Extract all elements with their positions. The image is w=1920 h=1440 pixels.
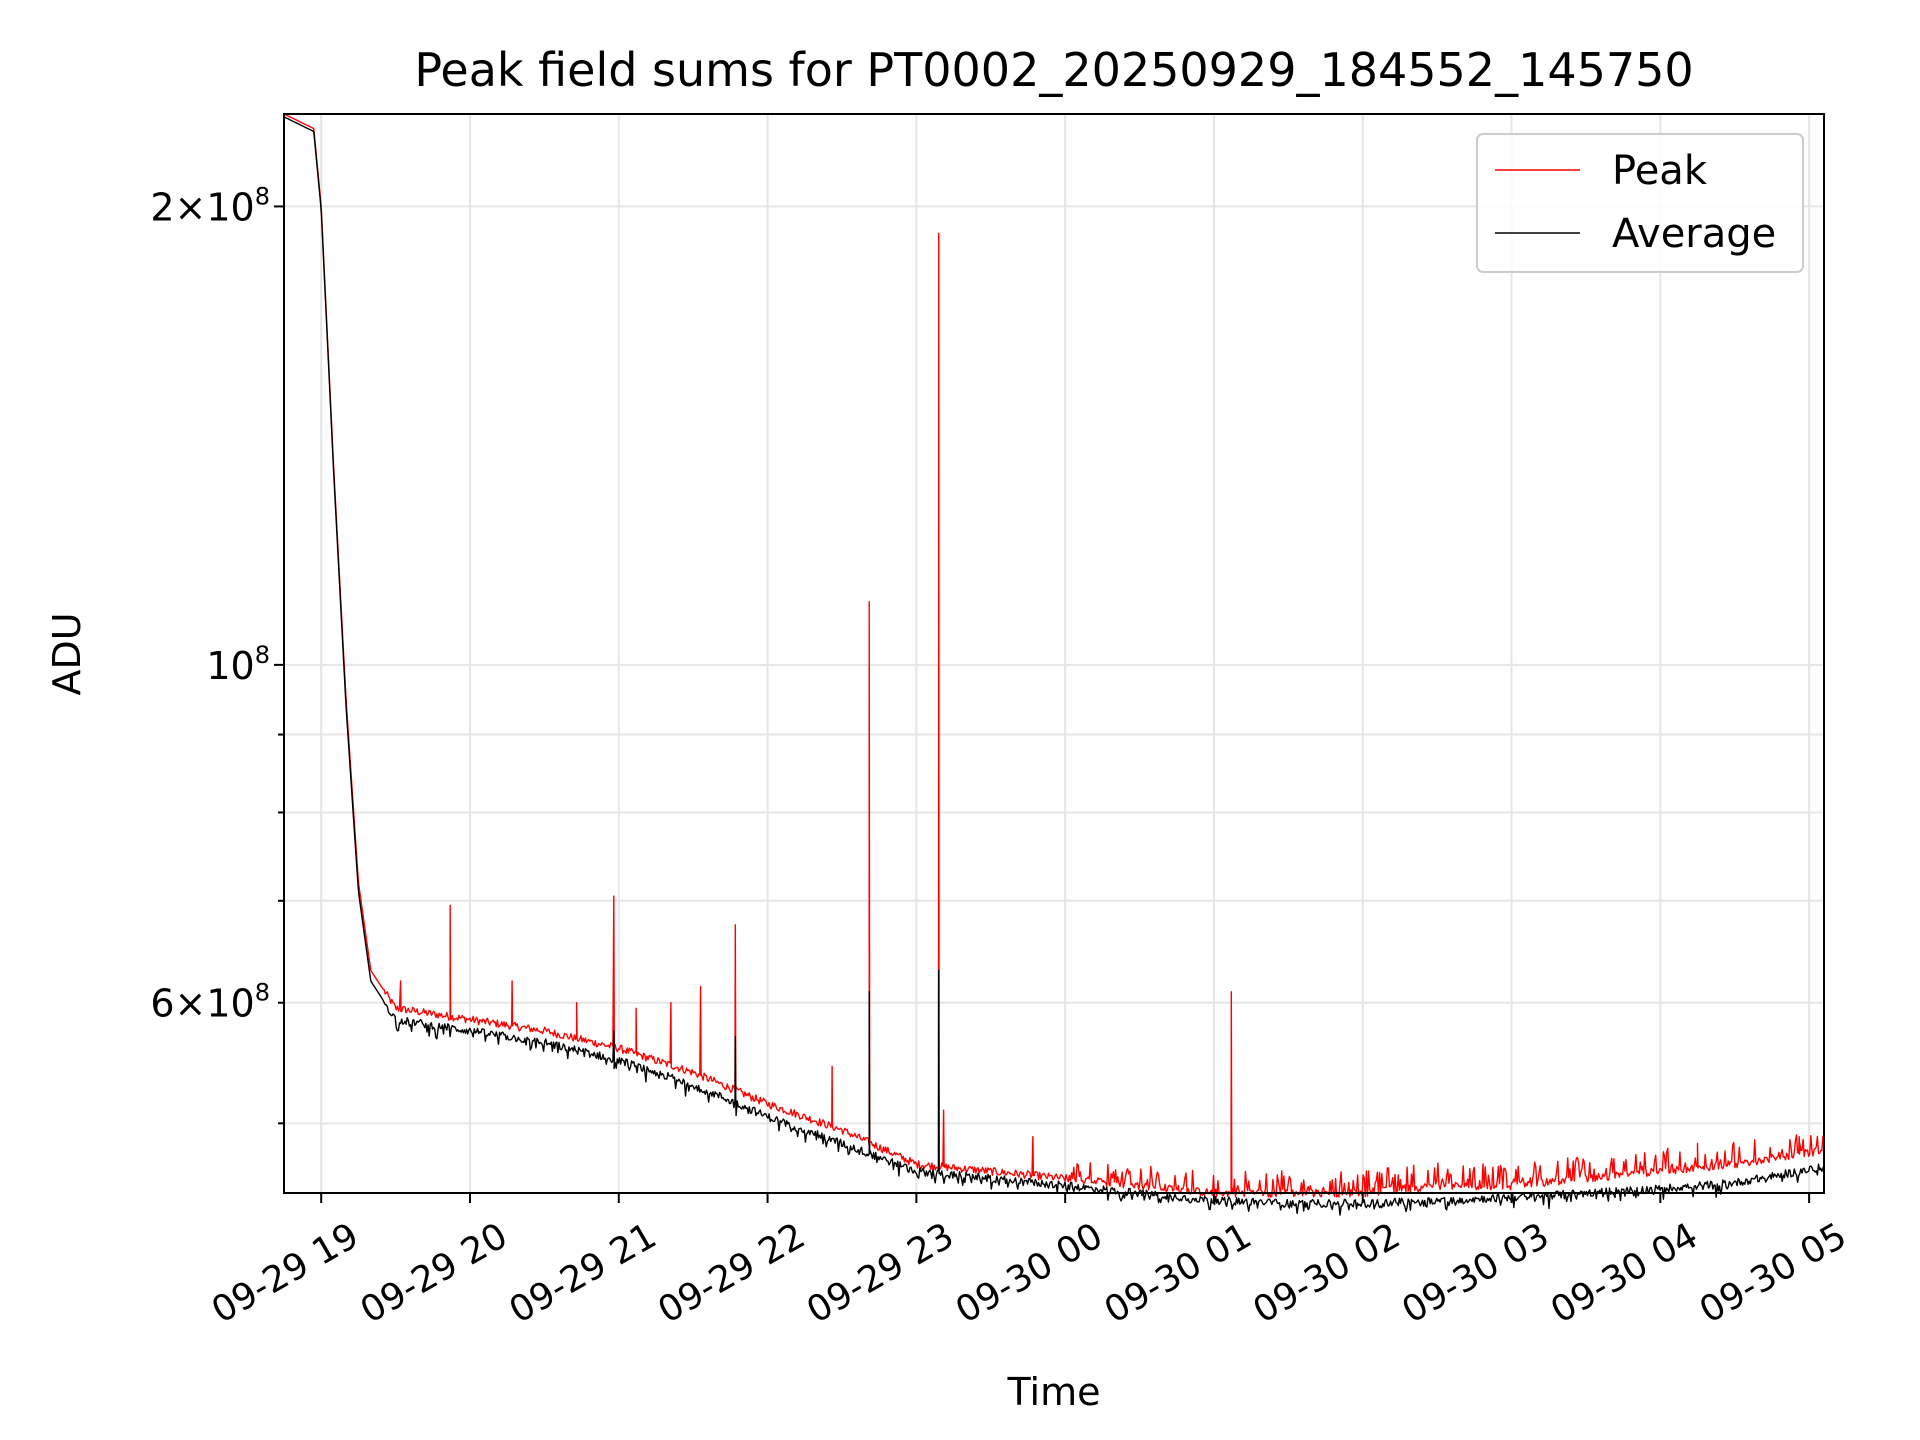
legend-label-average: Average	[1612, 211, 1776, 257]
legend-label-peak: Peak	[1612, 148, 1708, 194]
series-line-average	[283, 116, 1825, 1216]
plot-series	[283, 113, 1825, 1216]
y-tick-label: 2×108	[150, 182, 270, 229]
y-tick-label-exponent: 8	[255, 641, 270, 669]
y-tick-label-base: 10	[206, 644, 254, 688]
y-tick-label-exponent: 8	[255, 979, 270, 1007]
y-tick-label-exponent: 8	[255, 182, 270, 210]
x-axis-label: Time	[1007, 1370, 1101, 1414]
y-axis-label: ADU	[45, 612, 89, 695]
plot-frame	[283, 113, 1825, 1194]
y-tick-label: 6×108	[150, 979, 270, 1026]
legend: Peak Average	[1476, 133, 1804, 273]
chart-title: Peak field sums for PT0002_20250929_1845…	[414, 43, 1693, 97]
y-tick-label-base: 2×10	[150, 185, 254, 229]
legend-box	[1476, 133, 1804, 273]
y-tick-label: 108	[206, 641, 270, 688]
grid	[284, 114, 1824, 1193]
series-line-peak	[283, 113, 1825, 1198]
y-tick-label-base: 6×10	[150, 982, 254, 1026]
